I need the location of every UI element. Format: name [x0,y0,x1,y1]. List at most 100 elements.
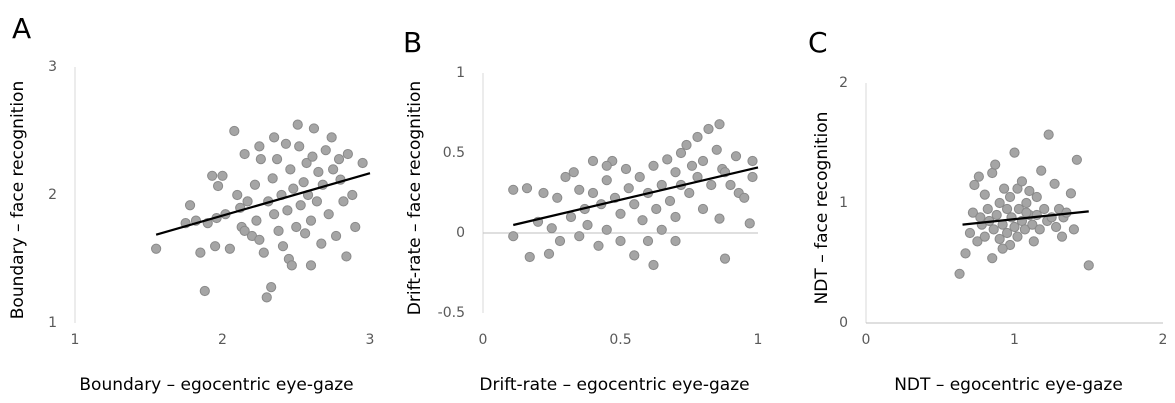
data-point [670,167,681,178]
data-point [634,171,645,183]
data-point [521,183,533,194]
data-point [1083,260,1094,271]
data-point [338,196,349,207]
data-point [1034,224,1045,235]
x-tick-label: 1 [1010,332,1019,348]
data-point [311,196,322,207]
data-point [648,259,659,271]
data-point [739,192,750,203]
data-point [341,251,352,262]
data-point [1065,188,1077,199]
data-point [277,241,289,252]
data-point [255,154,266,165]
data-point [326,132,337,143]
data-point [725,179,736,191]
data-point [964,227,976,239]
data-point [350,221,361,233]
data-point [207,170,218,181]
data-point [988,224,999,235]
data-point [294,141,305,152]
x-tick-label: 0.5 [609,332,631,348]
data-point [1001,203,1013,215]
data-point [249,179,261,190]
data-point [714,213,725,224]
data-point [692,131,703,143]
data-point [280,138,292,149]
data-point [508,184,519,195]
data-point [300,228,311,239]
data-point [301,157,312,169]
data-point [979,189,990,200]
data-point [1021,197,1032,209]
data-point [251,215,262,226]
data-point [307,151,318,162]
data-point [997,243,1008,254]
data-point [552,192,563,203]
x-tick-label: 3 [366,332,375,348]
data-point [703,123,714,135]
data-point [305,215,317,226]
data-point [543,248,555,259]
data-point [258,247,269,258]
data-point [291,221,302,233]
data-point [286,260,297,271]
data-point [593,240,604,251]
trend-line [155,172,371,236]
y-tick-label: 2 [48,187,57,203]
data-point [991,209,1002,221]
trend-line [962,210,1089,226]
data-point [1071,154,1082,165]
data-point [987,253,998,264]
data-point [994,197,1005,209]
y-tick-label: 0 [456,225,465,241]
panel-label: B [403,26,422,59]
data-point [582,219,593,231]
data-point [587,155,599,167]
data-point [954,268,965,279]
data-point [973,171,984,182]
data-point [711,144,722,155]
data-point [623,183,634,194]
x-tick-label: 0 [479,332,488,348]
data-point [1001,227,1013,239]
data-point [1004,191,1016,203]
data-point [267,173,278,184]
data-point [1056,231,1068,242]
data-point [316,238,327,249]
x-tick-label: 0 [862,332,871,348]
data-point [151,243,162,254]
y-axis-title: Drift-rate – face recognition [405,81,425,315]
data-point [574,184,585,195]
data-point [546,223,557,234]
data-point [330,230,342,242]
data-point [960,248,971,259]
data-point [601,160,612,171]
data-point [994,233,1005,245]
trend-line [512,166,759,227]
data-point [357,157,368,169]
data-point [714,119,725,130]
data-point [967,207,979,218]
data-point [615,208,626,219]
data-point [1036,165,1047,176]
data-point [587,187,599,199]
data-point [308,123,320,134]
data-point [730,151,742,162]
data-point [271,154,283,165]
data-point [261,292,272,303]
data-point [333,154,345,165]
data-point [217,170,228,181]
data-point [184,200,196,211]
data-point [1049,178,1060,189]
x-tick-label: 2 [1159,332,1168,348]
data-point [229,125,240,137]
data-point [1019,224,1030,235]
data-point [620,163,632,175]
data-point [1021,207,1032,218]
data-point [1027,219,1038,230]
data-point [972,236,983,247]
data-point [975,212,986,223]
data-point [269,209,280,220]
data-point [979,231,990,242]
